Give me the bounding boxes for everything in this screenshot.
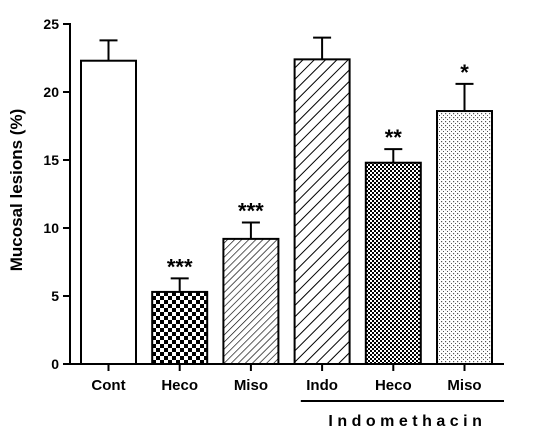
group-label: Indomethacin xyxy=(328,413,486,430)
category-label: Miso xyxy=(447,377,481,394)
bar xyxy=(293,58,351,366)
significance-label: *** xyxy=(167,254,193,279)
category-label: Indo xyxy=(306,377,338,394)
category-label: Miso xyxy=(234,377,268,394)
bar xyxy=(80,59,137,365)
significance-label: *** xyxy=(238,199,264,224)
y-tick-label: 0 xyxy=(51,356,59,372)
y-tick-label: 20 xyxy=(43,84,59,100)
y-tick-label: 10 xyxy=(43,220,59,236)
y-tick-label: 15 xyxy=(43,152,59,168)
labels: Cont Heco *** Miso *** Indo Heco ** Miso * xyxy=(91,60,481,394)
category-label: Heco xyxy=(161,377,198,394)
y-axis: 0 5 10 15 20 25 xyxy=(43,16,71,372)
category-label: Heco xyxy=(375,377,412,394)
bars xyxy=(80,36,493,366)
significance-label: ** xyxy=(385,125,403,150)
bar xyxy=(222,237,280,366)
x-axis xyxy=(70,363,504,371)
bar xyxy=(436,110,493,366)
y-axis-label: Mucosal lesions (%) xyxy=(7,109,26,271)
bar xyxy=(364,161,422,365)
significance-label: * xyxy=(460,60,469,85)
bar xyxy=(151,290,209,366)
y-tick-label: 25 xyxy=(43,16,59,32)
category-label: Cont xyxy=(91,377,125,394)
y-tick-label: 5 xyxy=(51,288,59,304)
